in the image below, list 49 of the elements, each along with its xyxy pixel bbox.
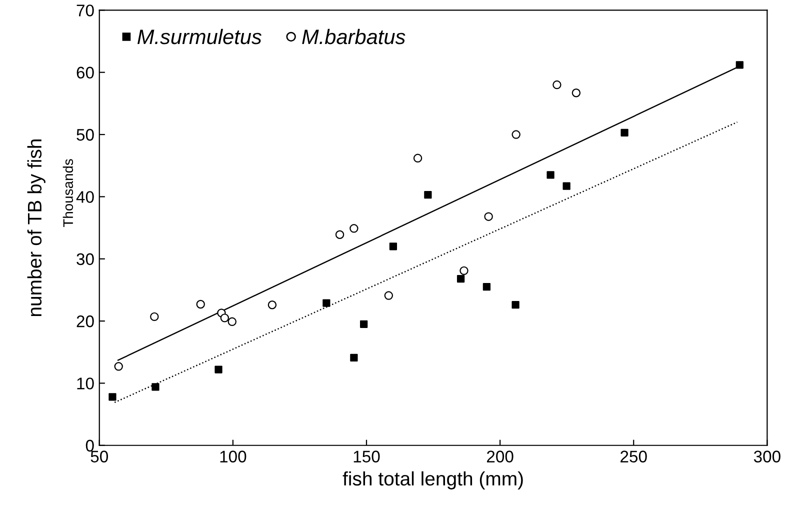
x-axis-title: fish total length (mm) (342, 471, 523, 490)
y-tick-label: 50 (76, 128, 94, 141)
point (620, 128, 628, 136)
point (562, 182, 570, 190)
point (350, 224, 358, 233)
point (114, 362, 123, 371)
point (108, 393, 116, 401)
legend-label: M.barbatus (302, 28, 406, 44)
y-tick-label: 60 (76, 66, 94, 79)
point (350, 354, 358, 362)
point (546, 171, 554, 179)
point (228, 317, 236, 326)
y-tick-label: 30 (76, 253, 94, 266)
y-tick-label: 0 (86, 440, 94, 452)
point (335, 230, 344, 239)
point (360, 320, 368, 328)
text: Thousands (62, 159, 74, 228)
y-tick-label: 70 (76, 4, 94, 16)
y-tick-label: 20 (76, 315, 94, 328)
point (150, 312, 159, 322)
x-tick-label: 300 (754, 450, 780, 462)
x-tick-label: 150 (354, 450, 380, 462)
point (482, 283, 491, 291)
y-tick-label: 10 (77, 378, 94, 390)
point (389, 242, 398, 250)
point (322, 299, 330, 307)
point (736, 61, 744, 69)
point (484, 212, 493, 221)
point (512, 301, 520, 309)
point (196, 300, 205, 309)
x-tick-label: 50 (90, 450, 108, 462)
x-tick-label: 100 (220, 450, 246, 462)
legend-label: M.surmuletus (138, 28, 262, 44)
point (424, 191, 432, 199)
x-tick-label: 200 (486, 450, 514, 462)
point (384, 291, 394, 300)
point (220, 314, 230, 322)
point (152, 383, 160, 391)
x-tick-label: 250 (620, 450, 647, 462)
point (214, 366, 222, 374)
y-axis-title: number of TB by fish (27, 140, 46, 316)
y-tick-label: 40 (76, 191, 94, 203)
point (268, 300, 277, 310)
point (460, 266, 468, 276)
point (572, 88, 581, 98)
point (512, 130, 520, 139)
point (413, 154, 422, 163)
point (552, 80, 562, 90)
point (456, 274, 465, 283)
